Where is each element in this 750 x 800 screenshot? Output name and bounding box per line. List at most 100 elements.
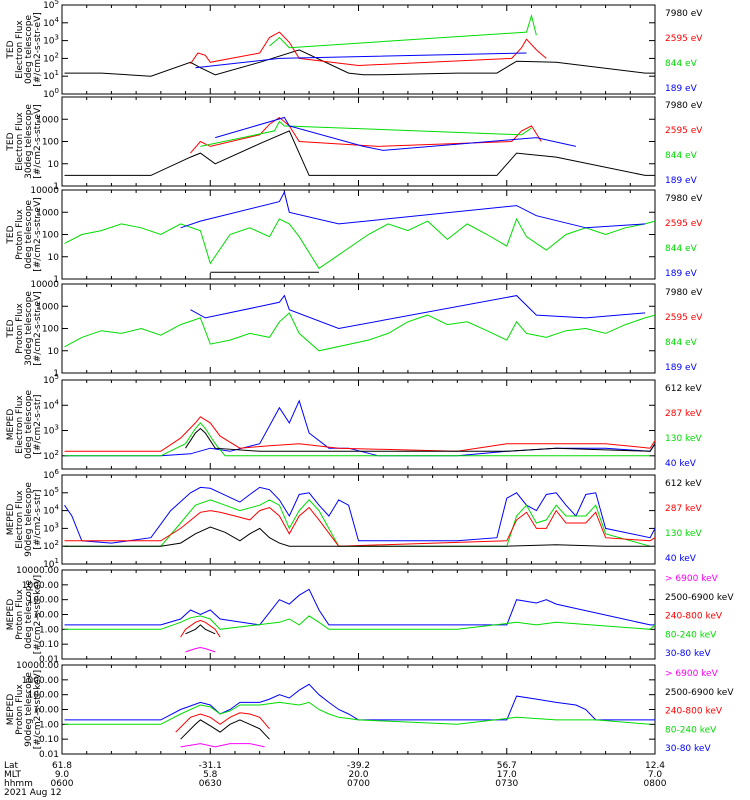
y-tick-label: 1000.00 xyxy=(22,581,59,591)
y-tick-label: 10.00 xyxy=(33,611,59,621)
series-line xyxy=(64,486,656,544)
footer-value: 17.0 xyxy=(497,770,517,780)
y-axis-label: TED xyxy=(6,40,16,59)
y-tick-label: 105 xyxy=(43,373,59,386)
y-tick-label: 10000 xyxy=(30,186,59,196)
footer-value: 9.0 xyxy=(55,770,70,780)
y-axis-label: [#/cm2-s-str] xyxy=(33,489,43,549)
series-line xyxy=(190,116,542,154)
y-tick-label: 10 xyxy=(48,160,60,170)
series-line xyxy=(180,719,270,740)
series-line xyxy=(64,683,655,721)
footer-value: 5.8 xyxy=(203,770,218,780)
footer-value: -39.2 xyxy=(347,761,370,771)
legend-entry: 7980 eV xyxy=(665,9,703,19)
legend-entry: 40 keV xyxy=(665,459,697,469)
y-tick-label: 104 xyxy=(43,16,59,29)
series-line xyxy=(64,49,655,77)
series-line xyxy=(64,399,656,457)
footer-value: 0630 xyxy=(199,779,222,789)
series-line xyxy=(64,506,656,547)
footer-value: 0700 xyxy=(347,779,370,789)
y-tick-label: 101 xyxy=(43,557,59,570)
y-axis-label: TED xyxy=(6,319,16,338)
series-line xyxy=(185,427,656,452)
y-tick-label: 104 xyxy=(43,398,59,411)
series-line xyxy=(180,190,646,229)
y-tick-label: 100.00 xyxy=(28,596,60,606)
series-line xyxy=(64,422,651,457)
y-tick-label: 101 xyxy=(43,69,59,82)
y-axis-label: [#/cm2-s-str-eV] xyxy=(33,12,43,87)
y-axis-label: [#/cm2-s-str-eV] xyxy=(33,197,43,272)
y-axis-label: 0deg telescope xyxy=(24,15,34,85)
footer-row-label: Lat xyxy=(4,761,19,771)
panel-frame xyxy=(61,96,656,187)
legend-entry: 2500-6900 keV xyxy=(665,688,734,698)
y-tick-label: 10.00 xyxy=(33,706,59,716)
y-axis-label: Electron Flux xyxy=(15,395,25,454)
series-line xyxy=(64,499,651,547)
legend-entry: 844 eV xyxy=(665,151,698,161)
y-tick-label: 10 xyxy=(48,253,60,263)
y-tick-label: 102 xyxy=(43,449,59,462)
legend-entry: 2595 eV xyxy=(665,313,703,323)
footer-value: 0730 xyxy=(495,779,518,789)
y-tick-label: 102 xyxy=(43,51,59,64)
y-axis-label: 90deg telescope xyxy=(24,482,34,557)
y-tick-label: 1 xyxy=(53,275,59,285)
y-axis-label: 30deg telescope xyxy=(24,104,34,179)
series-line xyxy=(180,619,221,638)
y-axis-label: Electron Flux xyxy=(15,112,25,171)
series-line xyxy=(185,646,216,653)
y-tick-label: 103 xyxy=(43,424,59,437)
series-line xyxy=(64,217,656,270)
y-axis-label: 0deg telescope xyxy=(24,580,34,650)
y-axis-label: Electron Flux xyxy=(15,20,25,79)
legend-entry: 189 eV xyxy=(665,363,698,373)
legend-entry: 80-240 keV xyxy=(665,630,717,640)
series-line xyxy=(64,312,656,352)
y-tick-label: 104 xyxy=(43,504,59,517)
y-tick-label: 10000 xyxy=(30,280,59,290)
y-tick-label: 1000 xyxy=(36,302,59,312)
footer-value: 56.7 xyxy=(497,761,517,771)
y-tick-label: 0.10 xyxy=(39,735,59,745)
y-tick-label: 102 xyxy=(43,539,59,552)
y-tick-label: 10000.00 xyxy=(16,566,59,576)
legend-entry: 189 eV xyxy=(665,269,698,279)
series-line xyxy=(64,526,651,547)
legend-entry: 80-240 keV xyxy=(665,725,717,735)
y-tick-label: 1.00 xyxy=(39,720,59,730)
series-line xyxy=(64,615,656,630)
footer-value: 20.0 xyxy=(348,770,368,780)
y-tick-label: 10000.00 xyxy=(16,661,59,671)
legend-entry: 612 keV xyxy=(665,384,702,394)
series-line xyxy=(175,712,270,733)
footer: Lat 61.8 -31.1 -39.2 56.7 12.4 MLT 9.0 5.8 20.0 17… xyxy=(4,761,667,798)
y-axis-label: Electron Flux xyxy=(15,490,25,549)
y-axis-label: [#/cm2-s-str-keV] xyxy=(33,575,43,654)
legend-entry: 189 eV xyxy=(665,176,698,186)
footer-row-label: hhmm xyxy=(4,779,33,789)
y-tick-label: 10 xyxy=(48,347,60,357)
series-line xyxy=(190,31,547,67)
y-tick-label: 103 xyxy=(43,521,59,534)
legend-entry: 844 eV xyxy=(665,244,698,254)
legend-entry: 130 keV xyxy=(665,434,702,444)
y-axis-label: Proton Flux xyxy=(15,684,25,735)
y-tick-label: 1.00 xyxy=(39,625,59,635)
y-tick-label: 1000 xyxy=(36,208,59,218)
legend-entry: 189 eV xyxy=(665,84,698,94)
legend-entry: 287 keV xyxy=(665,409,702,419)
footer-value: 12.4 xyxy=(645,761,665,771)
legend-entry: 612 keV xyxy=(665,479,702,489)
legend-entry: 40 keV xyxy=(665,554,697,564)
series-line xyxy=(190,294,646,330)
y-tick-label: 100 xyxy=(42,138,59,148)
legend-entry: 30-80 keV xyxy=(665,744,711,754)
y-axis-label: [#/cm2-s-str-eV] xyxy=(33,104,43,179)
y-axis-label: 0deg telescope xyxy=(24,390,34,460)
legend-entry: 240-800 keV xyxy=(665,612,723,622)
